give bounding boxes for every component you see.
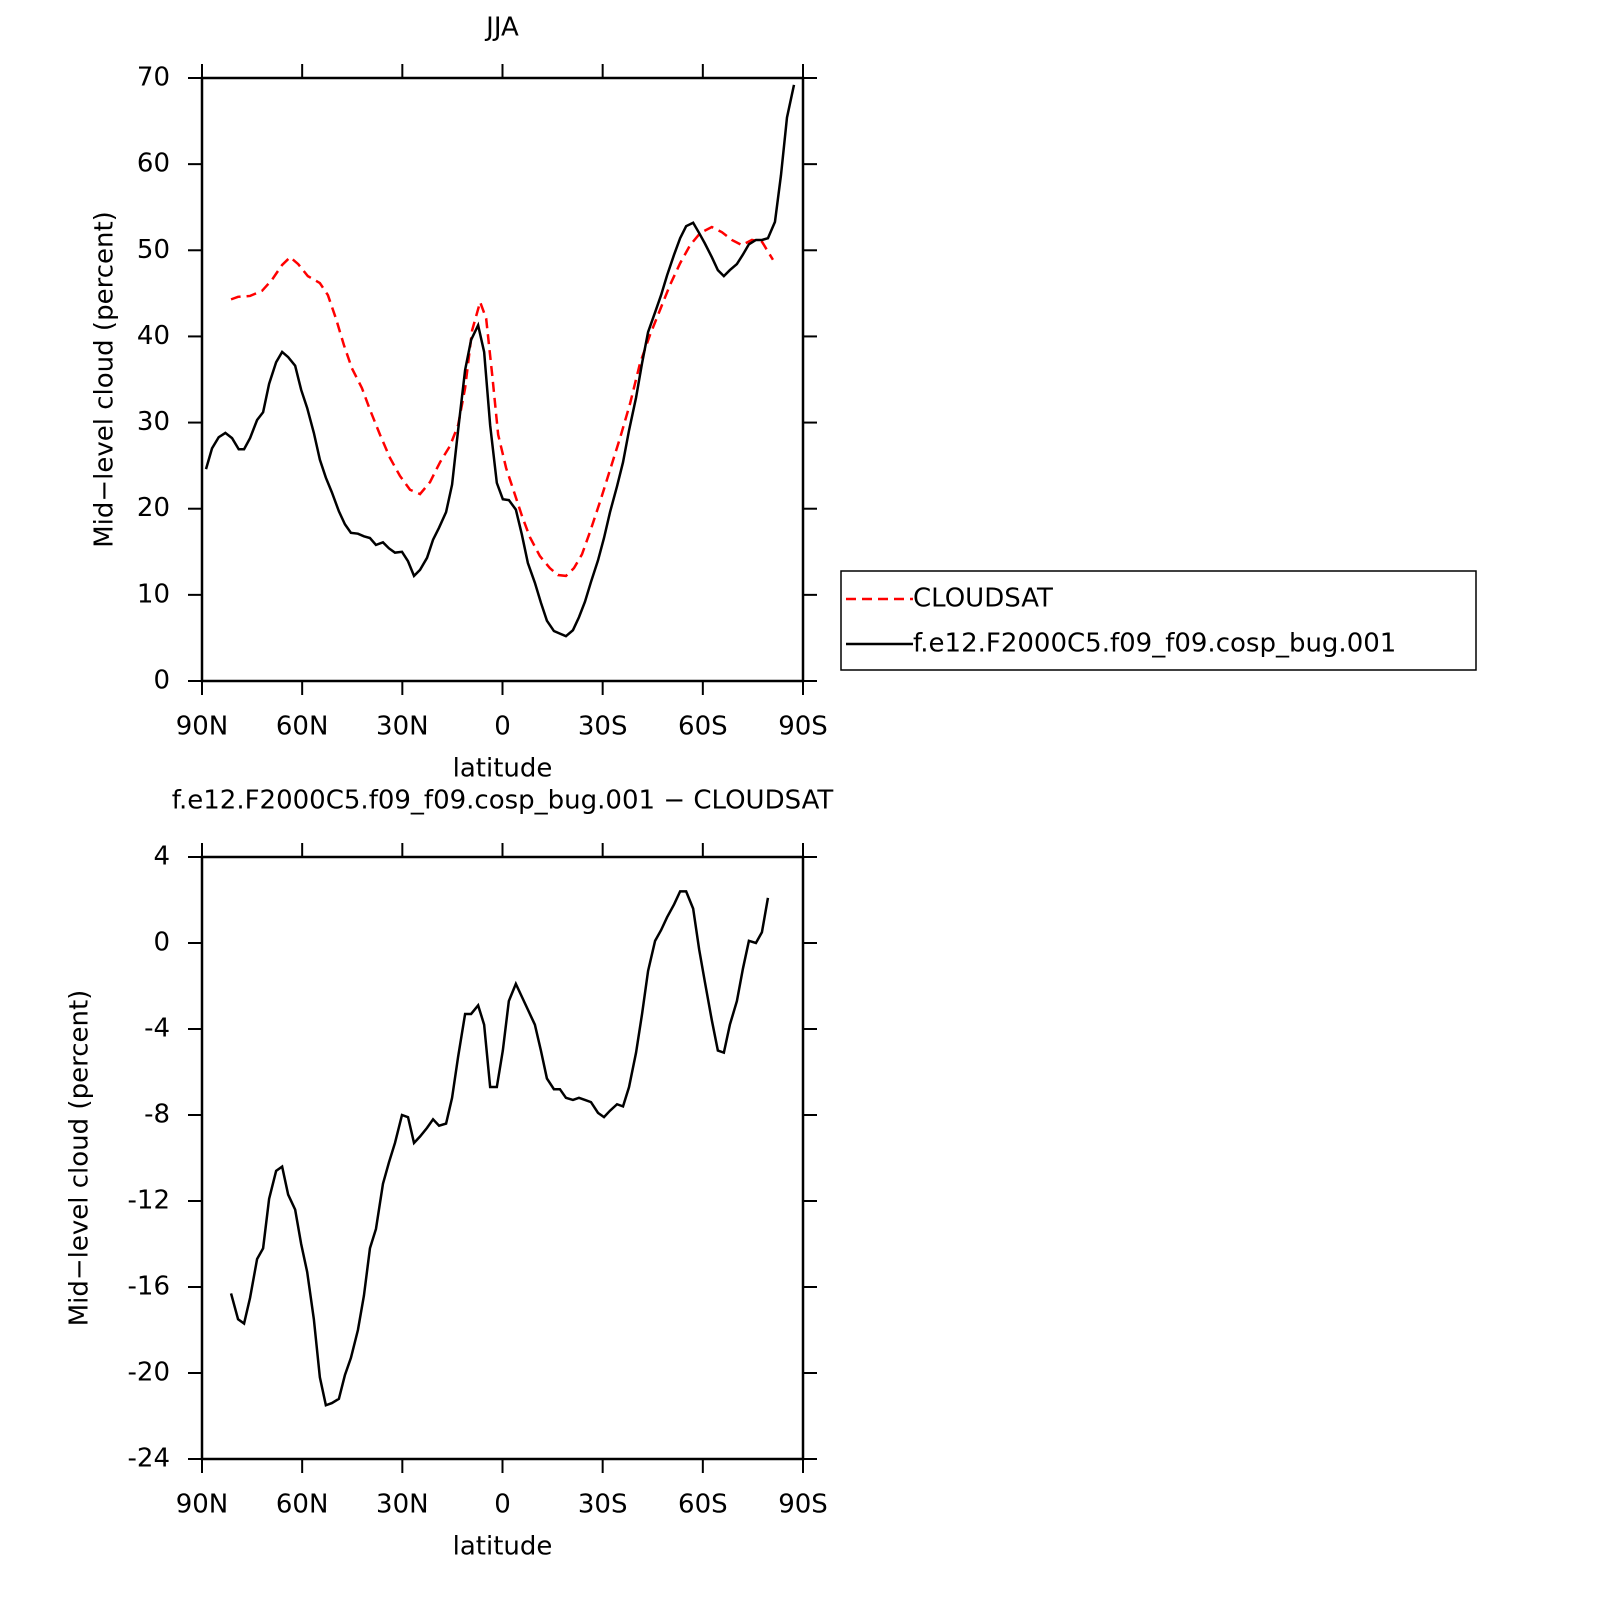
y-tick-label: 70 [137, 63, 170, 93]
y-tick-label: 60 [137, 149, 170, 179]
x-tick-label: 60S [678, 712, 728, 742]
y-tick-label: -24 [128, 1444, 170, 1474]
chart-title: f.e12.F2000C5.f09_f09.cosp_bug.001 − CLO… [172, 786, 834, 816]
y-axis-label: Mid−level cloud (percent) [90, 211, 120, 548]
y-tick-label: 0 [153, 666, 170, 696]
y-tick-label: -12 [128, 1186, 170, 1216]
x-tick-label: 60N [276, 712, 329, 742]
x-tick-label: 90N [176, 1490, 229, 1520]
x-tick-label: 60S [678, 1490, 728, 1520]
x-tick-label: 30S [578, 1490, 628, 1520]
data-line [229, 890, 770, 1407]
plot-frame [200, 76, 805, 683]
x-tick-label: 90S [778, 712, 828, 742]
y-tick-label: 4 [153, 842, 170, 872]
y-tick-label: 0 [153, 928, 170, 958]
x-tick-label: 0 [494, 1490, 511, 1520]
y-tick-label: 30 [137, 407, 170, 437]
x-axis-label: latitude [453, 754, 553, 784]
x-tick-label: 90N [176, 712, 229, 742]
y-tick-label: 50 [137, 235, 170, 265]
plot-frame [200, 855, 805, 1461]
legend-label: CLOUDSAT [913, 584, 1053, 614]
data-line [204, 84, 796, 638]
legend-label: f.e12.F2000C5.f09_f09.cosp_bug.001 [913, 629, 1396, 659]
y-axis-label: Mid−level cloud (percent) [65, 990, 95, 1327]
y-tick-label: 20 [137, 493, 170, 523]
x-tick-label: 30N [376, 712, 429, 742]
data-line [230, 225, 775, 578]
y-tick-label: -16 [128, 1272, 170, 1302]
chart-title: JJA [484, 13, 519, 43]
y-tick-label: 40 [137, 321, 170, 351]
x-tick-label: 90S [778, 1490, 828, 1520]
x-tick-label: 0 [494, 712, 511, 742]
y-tick-label: 10 [137, 579, 170, 609]
x-tick-label: 60N [276, 1490, 329, 1520]
x-tick-label: 30N [376, 1490, 429, 1520]
x-tick-label: 30S [578, 712, 628, 742]
y-tick-label: -20 [128, 1358, 170, 1388]
legend-box [840, 570, 1477, 671]
x-axis-label: latitude [453, 1532, 553, 1562]
y-tick-label: -8 [144, 1100, 170, 1130]
y-tick-label: -4 [144, 1014, 170, 1044]
